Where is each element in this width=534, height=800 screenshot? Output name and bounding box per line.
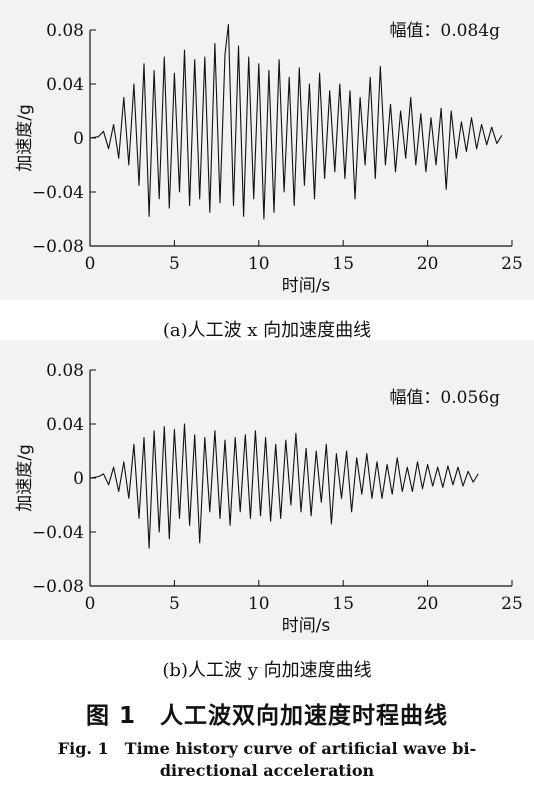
chart-a-y-tick-label: −0.08 bbox=[32, 237, 84, 257]
chart-b: 0.080.040−0.04−0.080 5 10 15 20 25时间/s加速度/g幅值… bbox=[15, 361, 523, 636]
chart-b-x-tick-label: 15 bbox=[332, 594, 354, 614]
chart-a-amplitude-label: 幅值：0.084g bbox=[389, 21, 500, 41]
figure-title-english: Fig. 1 Time history curve of artificial … bbox=[57, 739, 477, 780]
chart-b-y-axis-title: 加速度/g bbox=[15, 444, 35, 512]
chart-a: 0.080.040−0.04−0.080 5 10 15 20 25时间/s加速度/g幅值… bbox=[15, 21, 523, 296]
chart-a-x-tick-label: 15 bbox=[332, 254, 354, 274]
panel-a-background bbox=[0, 0, 534, 300]
chart-a-caption: (a)人工波 x 向加速度曲线 bbox=[162, 320, 372, 341]
chart-a-x-tick-label: 5 bbox=[169, 254, 180, 274]
chart-b-caption: (b)人工波 y 向加速度曲线 bbox=[162, 660, 372, 681]
chart-a-y-tick-label: 0.04 bbox=[46, 75, 84, 95]
chart-a-x-tick-label: 0 bbox=[85, 254, 96, 274]
chart-b-x-tick-label: 5 bbox=[169, 594, 180, 614]
chart-b-amplitude-label: 幅值：0.056g bbox=[389, 388, 500, 408]
chart-a-y-tick-label: 0.08 bbox=[46, 21, 84, 41]
chart-b-y-tick-label: 0.04 bbox=[46, 415, 84, 435]
chart-b-y-tick-label: 0 bbox=[73, 469, 84, 489]
chart-a-x-tick-label: 20 bbox=[417, 254, 439, 274]
chart-a-x-axis-title: 时间/s bbox=[282, 276, 331, 296]
chart-a-x-tick-label: 25 bbox=[501, 254, 523, 274]
chart-a-series-line bbox=[89, 24, 503, 220]
chart-a-y-axis-title: 加速度/g bbox=[15, 104, 35, 172]
chart-b-x-tick-label: 0 bbox=[85, 594, 96, 614]
chart-b-x-axis-title: 时间/s bbox=[282, 616, 331, 636]
figure-title-chinese: 图 1 人工波双向加速度时程曲线 bbox=[85, 703, 448, 729]
chart-b-series-line bbox=[89, 423, 479, 549]
chart-b-y-tick-label: −0.08 bbox=[32, 577, 84, 597]
chart-a-x-tick-label: 10 bbox=[248, 254, 270, 274]
chart-a-y-tick-label: −0.04 bbox=[32, 183, 84, 203]
panel-b-background bbox=[0, 340, 534, 640]
chart-b-x-tick-label: 10 bbox=[248, 594, 270, 614]
chart-b-x-tick-label: 20 bbox=[417, 594, 439, 614]
chart-b-y-tick-label: −0.04 bbox=[32, 523, 84, 543]
chart-b-y-tick-label: 0.08 bbox=[46, 361, 84, 381]
chart-a-y-tick-label: 0 bbox=[73, 129, 84, 149]
chart-b-x-tick-label: 25 bbox=[501, 594, 523, 614]
